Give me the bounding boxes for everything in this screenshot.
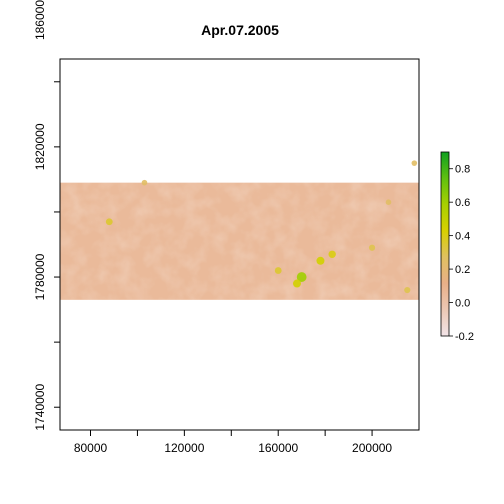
y-tick-label: 1820000 [33, 123, 47, 170]
hotspot-mark [141, 179, 148, 186]
hotspot-mark [274, 267, 282, 274]
x-tick-label: 200000 [352, 441, 392, 455]
hotspot-layer [105, 160, 418, 294]
hotspot-mark [328, 250, 336, 258]
y-tick-label: 1740000 [33, 384, 47, 431]
y-tick-label: 1860000 [33, 0, 47, 40]
x-axis: 80000 120000 160000 200000 [74, 430, 392, 455]
x-tick-label: 80000 [74, 441, 108, 455]
colorbar-tick-label: 0.4 [455, 231, 470, 243]
hotspot-mark [105, 218, 113, 226]
hotspot-mark [404, 286, 411, 294]
chart-title: Apr.07.2005 [201, 22, 279, 38]
plot-frame [59, 58, 420, 431]
hotspot-mark [316, 256, 325, 265]
raster-layer [60, 182, 419, 300]
hotspot-mark [296, 272, 307, 282]
colorbar-tick-label: 0.0 [455, 298, 470, 310]
raster-texture [60, 182, 419, 300]
colorbar-tick-label: 0.8 [455, 164, 470, 176]
x-tick-label: 120000 [164, 441, 204, 455]
colorbar-tick-label: -0.2 [455, 331, 474, 343]
hotspot-mark [385, 199, 392, 205]
hotspot-mark [368, 244, 376, 251]
hotspot-mark [411, 160, 418, 166]
colorbar-tick-label: 0.6 [455, 197, 470, 209]
colorbar-gradient [440, 151, 450, 337]
colorbar-tick-label: 0.2 [455, 264, 470, 276]
colorbar: -0.2 0.0 0.2 0.4 0.6 0.8 [440, 151, 474, 343]
y-axis: 1740000 1780000 1820000 1860000 [33, 0, 60, 431]
hotspot-mark [292, 279, 301, 288]
y-tick-label: 1780000 [33, 253, 47, 300]
x-tick-label: 160000 [258, 441, 298, 455]
